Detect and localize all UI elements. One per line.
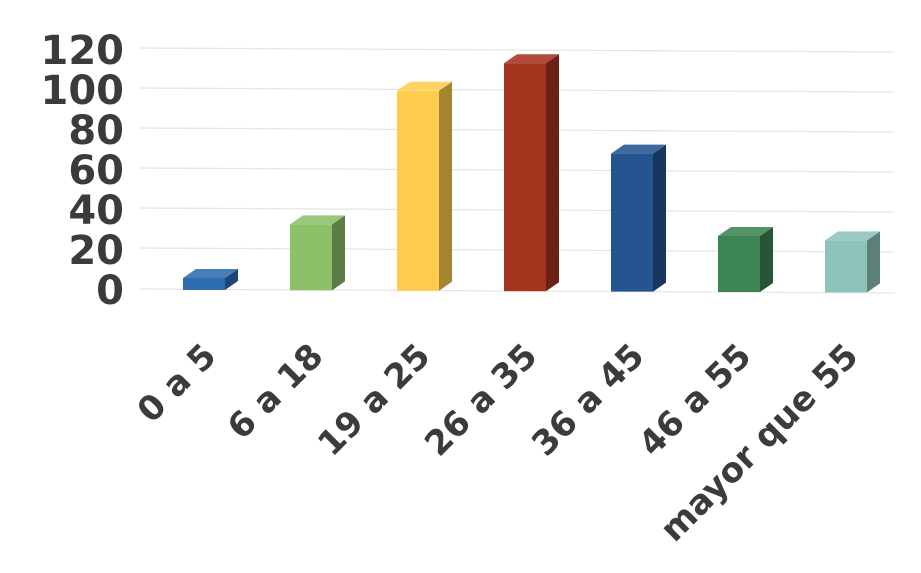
bar-front [504,63,546,292]
bar [397,81,452,291]
bar [825,231,880,293]
bar-side [332,215,345,291]
bar-side [653,144,666,292]
bar-top [290,215,345,225]
bar-top [504,54,559,64]
bar-side [760,227,773,292]
bar-top [611,144,666,154]
bars [183,54,880,293]
bar-side [439,81,452,291]
y-tick-label: 100 [41,68,125,114]
y-tick-label: 120 [41,28,125,74]
bar [290,215,345,291]
bar-front [825,240,867,293]
bar-side [546,54,559,292]
bar-front [183,278,225,290]
y-tick-label: 80 [68,108,124,154]
gridline [139,47,896,53]
bar [718,227,773,292]
y-tick-label: 20 [68,228,124,274]
bar-top [825,231,880,241]
bar-top [397,81,452,91]
x-tick-label: 0 a 5 [130,336,225,431]
x-tick-label: 36 a 45 [524,336,652,464]
y-tick-label: 40 [68,188,124,234]
bar-top [183,269,238,278]
bar-side [867,231,880,293]
x-tick-label: mayor que 55 [653,336,867,550]
bar [183,269,238,290]
y-tick-label: 60 [68,148,124,194]
x-tick-label: 26 a 35 [417,336,545,464]
bar-front [611,153,653,292]
bar-front [397,90,439,291]
bar-front [290,224,332,291]
bar-top [718,227,773,236]
bar-front [718,236,760,292]
bar [504,54,559,292]
x-tick-label: 19 a 25 [310,336,438,464]
bar [611,144,666,292]
y-tick-label: 0 [96,268,124,314]
bar-side [225,269,238,290]
